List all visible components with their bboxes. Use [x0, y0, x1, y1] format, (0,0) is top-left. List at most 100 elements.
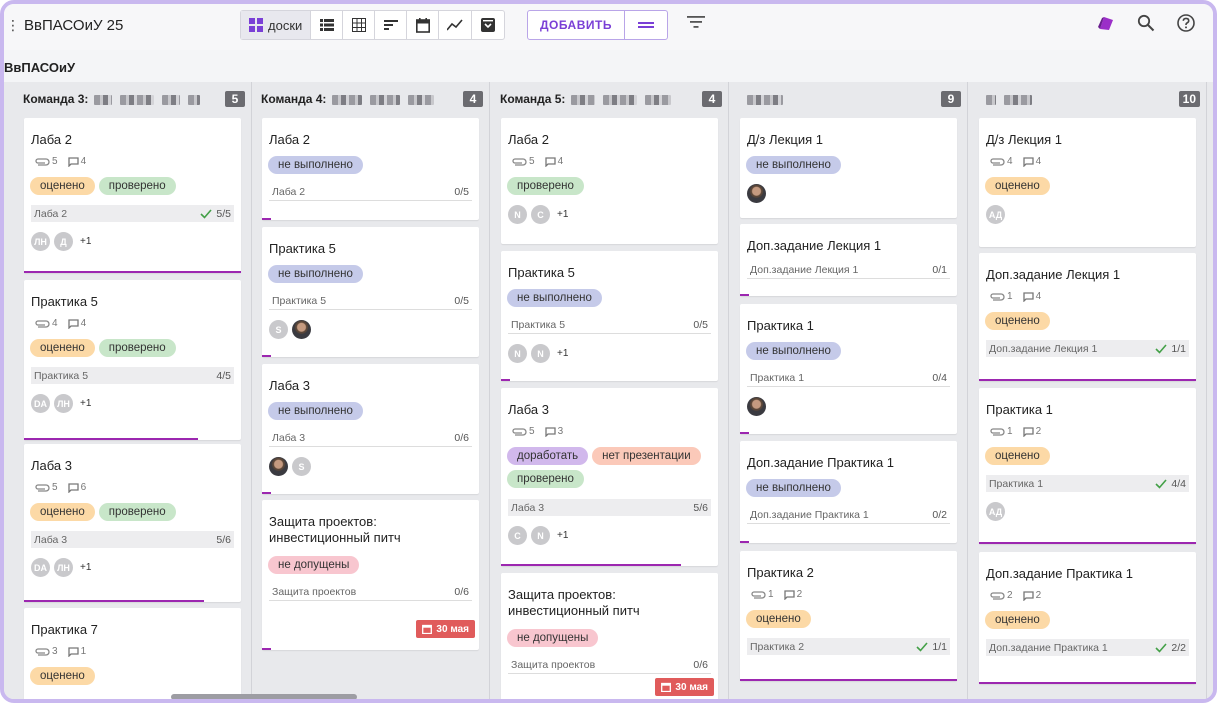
avatar[interactable]: S — [292, 457, 311, 476]
card-title[interactable]: Лаба 2 — [269, 132, 310, 147]
task-card[interactable]: Доп.задание Лекция 1 Доп.задание Лекция 1… — [740, 224, 957, 296]
status-tag[interactable]: не допущены — [507, 629, 599, 647]
due-date-badge[interactable]: 30 мая — [416, 620, 475, 638]
card-title[interactable]: Д/з Лекция 1 — [747, 132, 824, 147]
subtask-row[interactable]: Лаба 2 5/5 — [31, 205, 234, 222]
card-title[interactable]: Защита проектов: инвестиционный питч — [269, 514, 401, 545]
due-date-badge[interactable]: 30 мая — [655, 678, 714, 696]
help-icon[interactable] — [1177, 14, 1195, 32]
status-tag[interactable]: проверено — [98, 177, 176, 195]
card-title[interactable]: Защита проектов: инвестиционный питч — [508, 587, 640, 618]
card-title[interactable]: Д/з Лекция 1 — [986, 132, 1063, 147]
card-title[interactable]: Доп.задание Лекция 1 — [986, 267, 1121, 282]
avatar[interactable] — [269, 457, 288, 476]
subtask-row[interactable]: Практика 5 0/5 — [269, 293, 472, 310]
avatar[interactable] — [747, 184, 766, 203]
subtask-row[interactable]: Защита проектов 0/6 — [508, 657, 711, 674]
view-chart-button[interactable] — [439, 11, 473, 39]
task-card[interactable]: Практика 5 не выполнено Практика 5 0/5 N N +1 — [501, 251, 718, 381]
card-title[interactable]: Лаба 2 — [508, 132, 549, 147]
avatar[interactable]: N — [531, 344, 550, 363]
status-tag[interactable]: проверено — [98, 503, 176, 521]
task-card[interactable]: Доп.задание Лекция 1 1 4 оценено Доп.задание… — [979, 253, 1196, 381]
view-archive-button[interactable] — [472, 11, 504, 39]
status-tag[interactable]: оценено — [985, 447, 1050, 465]
status-tag[interactable]: оценено — [985, 312, 1050, 330]
more-assignees[interactable]: +1 — [557, 348, 569, 359]
more-assignees[interactable]: +1 — [80, 562, 92, 573]
card-title[interactable]: Лаба 3 — [269, 378, 310, 393]
search-icon[interactable] — [1137, 14, 1155, 32]
status-tag[interactable]: не выполнено — [507, 289, 602, 307]
subtask-row[interactable]: Лаба 2 0/5 — [269, 184, 472, 201]
avatar[interactable] — [747, 397, 766, 416]
task-card[interactable]: Практика 5 не выполнено Практика 5 0/5 S — [262, 227, 479, 357]
view-table-button[interactable] — [343, 11, 376, 39]
brand-icon[interactable] — [1097, 15, 1115, 31]
card-title[interactable]: Практика 5 — [269, 241, 336, 256]
card-title[interactable]: Доп.задание Практика 1 — [986, 566, 1134, 581]
status-tag[interactable]: оценено — [30, 177, 95, 195]
avatar[interactable] — [292, 320, 311, 339]
task-card[interactable]: Д/з Лекция 1 4 4 оценено АД — [979, 118, 1196, 247]
subtask-row[interactable]: Практика 1 4/4 — [986, 475, 1189, 492]
card-title[interactable]: Практика 5 — [31, 294, 98, 309]
avatar[interactable]: N — [508, 205, 527, 224]
avatar[interactable]: N — [531, 526, 550, 545]
horizontal-scrollbar[interactable] — [171, 694, 357, 699]
filter-button[interactable] — [687, 16, 705, 31]
avatar[interactable]: S — [269, 320, 288, 339]
status-tag[interactable]: оценено — [985, 177, 1050, 195]
card-title[interactable]: Доп.задание Практика 1 — [747, 455, 895, 470]
status-tag[interactable]: проверено — [507, 470, 584, 488]
card-title[interactable]: Практика 1 — [986, 402, 1053, 417]
task-card[interactable]: Лаба 3 5 6 оценено проверено Лаба 3 5/6 DA ЛН +1 — [24, 444, 241, 602]
subtask-row[interactable]: Доп.задание Практика 1 0/2 — [747, 507, 950, 524]
avatar[interactable]: DA — [31, 394, 50, 413]
status-tag[interactable]: проверено — [98, 339, 176, 357]
subtask-row[interactable]: Лаба 3 5/6 — [508, 499, 711, 516]
status-tag[interactable]: не выполнено — [268, 265, 363, 283]
avatar[interactable]: C — [531, 205, 550, 224]
subtask-row[interactable]: Практика 2 1/1 — [747, 638, 950, 655]
task-card[interactable]: Практика 5 4 4 оценено проверено Практика 5 4/… — [24, 280, 241, 440]
avatar[interactable]: АД — [986, 502, 1005, 521]
task-card[interactable]: Доп.задание Практика 1 2 2 оценено Доп.задан… — [979, 552, 1196, 684]
view-boards-button[interactable]: доски — [241, 11, 312, 39]
task-card[interactable]: Практика 2 1 2 оценено Практика 2 1/1 — [740, 551, 957, 681]
subtask-row[interactable]: Практика 5 0/5 — [508, 317, 711, 334]
view-calendar-button[interactable] — [407, 11, 440, 39]
avatar[interactable]: DA — [31, 558, 50, 577]
view-list-button[interactable] — [311, 11, 344, 39]
card-title[interactable]: Практика 7 — [31, 622, 98, 637]
task-card[interactable]: Защита проектов: инвестиционный питч не д… — [501, 573, 718, 699]
task-card[interactable]: Практика 1 не выполнено Практика 1 0/4 — [740, 304, 957, 434]
status-tag[interactable]: нет презентации — [592, 447, 701, 465]
task-card[interactable]: Практика 7 3 1 оценено — [24, 608, 241, 699]
add-menu-button[interactable] — [625, 11, 667, 39]
card-title[interactable]: Лаба 3 — [508, 402, 549, 417]
more-assignees[interactable]: +1 — [80, 398, 92, 409]
card-title[interactable]: Доп.задание Лекция 1 — [747, 238, 882, 253]
status-tag[interactable]: оценено — [746, 610, 811, 628]
more-assignees[interactable]: +1 — [80, 236, 92, 247]
menu-icon[interactable]: ⋮ — [6, 17, 20, 33]
subtask-row[interactable]: Лаба 3 0/6 — [269, 430, 472, 447]
task-card[interactable]: Лаба 3 не выполнено Лаба 3 0/6 S — [262, 364, 479, 494]
avatar[interactable]: АД — [986, 205, 1005, 224]
avatar[interactable]: C — [508, 526, 527, 545]
task-card[interactable]: Защита проектов: инвестиционный питч не д… — [262, 500, 479, 650]
avatar[interactable]: N — [508, 344, 527, 363]
subtask-row[interactable]: Доп.задание Лекция 1 0/1 — [747, 262, 950, 279]
add-button[interactable]: ДОБАВИТЬ — [528, 11, 625, 39]
subtask-row[interactable]: Защита проектов 0/6 — [269, 584, 472, 601]
task-card[interactable]: Лаба 3 5 3 доработать нет презентации провере… — [501, 388, 718, 566]
status-tag[interactable]: оценено — [985, 611, 1050, 629]
card-title[interactable]: Лаба 2 — [31, 132, 72, 147]
card-title[interactable]: Практика 1 — [747, 318, 814, 333]
status-tag[interactable]: не выполнено — [746, 479, 841, 497]
subtask-row[interactable]: Практика 1 0/4 — [747, 370, 950, 387]
status-tag[interactable]: оценено — [30, 667, 95, 685]
status-tag[interactable]: не допущены — [268, 556, 360, 574]
subtask-row[interactable]: Доп.задание Практика 1 2/2 — [986, 639, 1189, 656]
